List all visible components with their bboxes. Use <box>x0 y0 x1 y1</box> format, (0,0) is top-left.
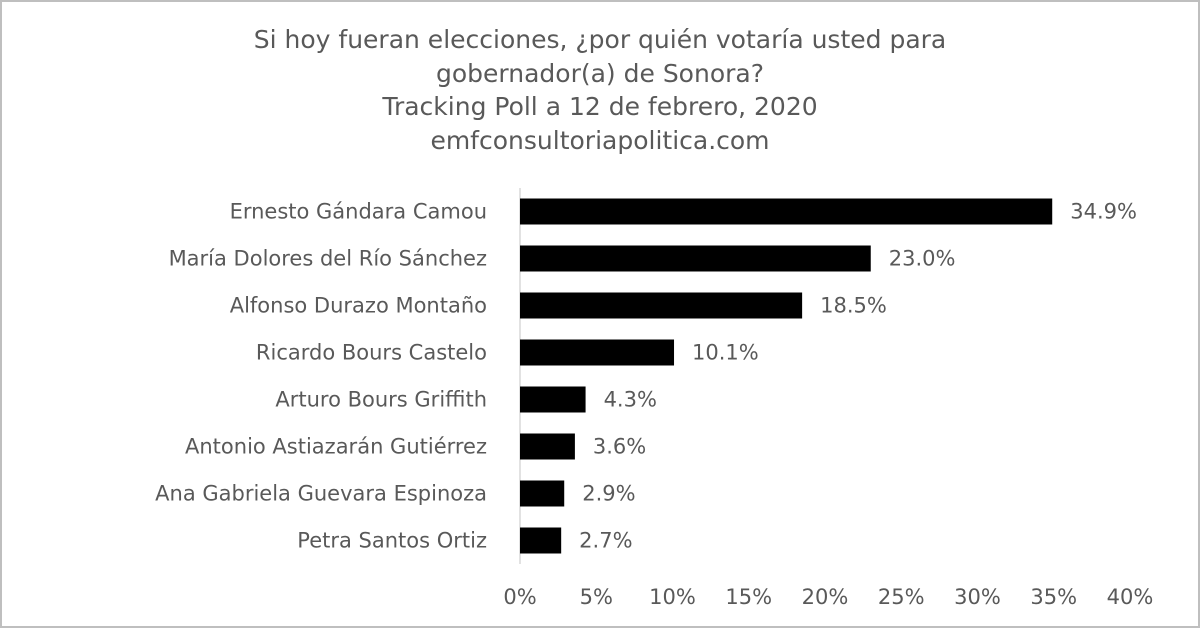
bar <box>520 480 565 507</box>
value-label: 10.1% <box>692 341 759 365</box>
x-tick-label: 40% <box>1107 585 1154 609</box>
x-tick-label: 10% <box>649 585 696 609</box>
value-label: 34.9% <box>1070 200 1137 224</box>
value-label: 23.0% <box>889 247 956 271</box>
x-tick-label: 15% <box>725 585 772 609</box>
y-tick-label: María Dolores del Río Sánchez <box>169 247 487 271</box>
y-tick-label: Ricardo Bours Castelo <box>256 341 487 365</box>
chart-title: Tracking Poll a 12 de febrero, 2020 <box>381 92 817 121</box>
bar <box>520 386 586 413</box>
bar <box>520 527 562 554</box>
x-tick-label: 25% <box>878 585 925 609</box>
bar <box>520 339 675 366</box>
y-tick-label: Antonio Astiazarán Gutiérrez <box>185 435 487 459</box>
bar <box>520 245 871 272</box>
y-tick-label: Petra Santos Ortiz <box>297 529 487 553</box>
value-label: 2.9% <box>582 482 635 506</box>
value-label: 2.7% <box>579 529 632 553</box>
value-label: 4.3% <box>604 388 657 412</box>
y-tick-label: Ernesto Gándara Camou <box>230 200 487 224</box>
x-tick-label: 0% <box>503 585 536 609</box>
chart-title: gobernador(a) de Sonora? <box>436 59 764 88</box>
y-tick-label: Alfonso Durazo Montaño <box>230 294 487 318</box>
bar <box>520 292 803 319</box>
chart-title: emfconsultoriapolitica.com <box>430 126 769 155</box>
chart-title: Si hoy fueran elecciones, ¿por quién vot… <box>254 25 947 54</box>
value-label: 18.5% <box>820 294 887 318</box>
x-tick-label: 5% <box>580 585 613 609</box>
bar <box>520 433 575 460</box>
x-tick-label: 35% <box>1030 585 1077 609</box>
y-tick-label: Arturo Bours Griffith <box>275 388 487 412</box>
x-tick-label: 30% <box>954 585 1001 609</box>
y-tick-label: Ana Gabriela Guevara Espinoza <box>155 482 487 506</box>
value-label: 3.6% <box>593 435 646 459</box>
x-tick-label: 20% <box>802 585 849 609</box>
bar <box>520 198 1053 225</box>
